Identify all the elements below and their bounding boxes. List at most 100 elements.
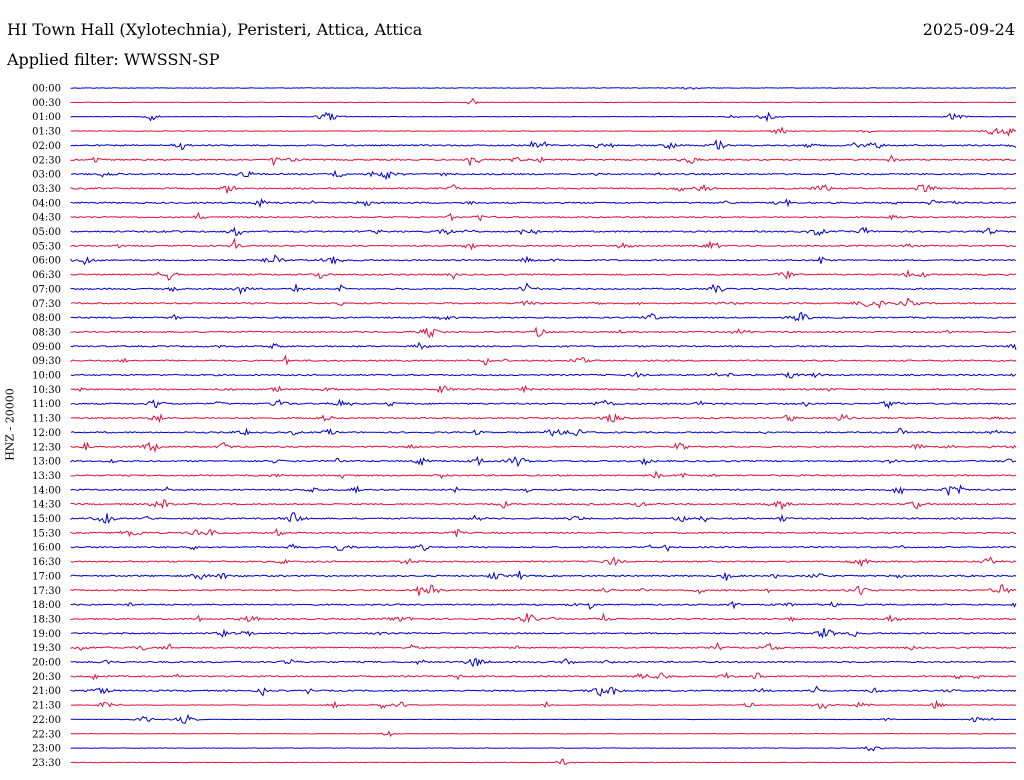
row-tick-label: 04:30 xyxy=(32,213,61,224)
seismic-trace xyxy=(70,685,1017,697)
row-tick-label: 13:00 xyxy=(32,457,61,468)
row-tick-label: 14:30 xyxy=(32,500,61,511)
row-tick-label: 15:00 xyxy=(32,514,61,525)
seismic-trace xyxy=(70,237,1017,251)
seismic-trace xyxy=(70,699,1017,710)
seismic-trace xyxy=(70,86,1016,90)
row-tick-label: 19:30 xyxy=(32,643,61,654)
row-tick-label: 09:30 xyxy=(32,356,61,367)
seismic-trace xyxy=(70,758,1016,765)
seismic-trace xyxy=(70,354,1017,366)
row-tick-label: 05:30 xyxy=(32,241,61,252)
seismic-trace xyxy=(70,183,1017,194)
seismic-trace xyxy=(70,441,1017,453)
row-tick-label: 14:00 xyxy=(32,485,61,496)
row-tick-label: 12:00 xyxy=(32,428,61,439)
row-tick-label: 12:30 xyxy=(32,442,61,453)
seismic-trace xyxy=(70,745,1017,752)
row-tick-label: 18:00 xyxy=(32,600,61,611)
seismic-trace xyxy=(70,556,1017,567)
seismic-trace xyxy=(70,269,1017,281)
seismic-trace xyxy=(70,641,1017,651)
row-tick-label: 00:30 xyxy=(32,98,61,109)
row-tick-label: 13:30 xyxy=(32,471,61,482)
row-tick-label: 04:00 xyxy=(32,198,61,209)
filter-label: Applied filter: WWSSN-SP xyxy=(7,50,220,69)
row-tick-label: 03:00 xyxy=(32,170,61,181)
row-tick-label: 20:00 xyxy=(32,658,61,669)
seismic-trace xyxy=(70,311,1017,322)
seismic-trace xyxy=(70,226,1017,237)
row-tick-label: 22:00 xyxy=(32,715,61,726)
row-tick-label: 16:00 xyxy=(32,543,61,554)
row-tick-label: 11:30 xyxy=(32,414,61,425)
row-tick-label: 16:30 xyxy=(32,557,61,568)
seismic-trace xyxy=(70,282,1017,296)
seismic-trace xyxy=(70,326,1017,339)
seismic-trace xyxy=(70,456,1017,468)
row-tick-label: 10:30 xyxy=(32,385,61,396)
seismic-trace xyxy=(70,570,1017,581)
record-date: 2025-09-24 xyxy=(922,20,1015,39)
seismic-trace xyxy=(70,412,1017,424)
seismic-trace xyxy=(70,713,1017,724)
station-title: HI Town Hall (Xylotechnia), Peristeri, A… xyxy=(7,20,423,39)
row-tick-label: 17:30 xyxy=(32,586,61,597)
seismic-trace xyxy=(70,341,1017,351)
row-tick-label: 03:30 xyxy=(32,184,61,195)
seismic-trace xyxy=(70,484,1017,496)
seismic-trace xyxy=(70,512,1017,524)
row-tick-label: 21:00 xyxy=(32,686,61,697)
seismic-trace xyxy=(70,543,1017,553)
row-tick-label: 18:30 xyxy=(32,614,61,625)
seismic-trace xyxy=(70,612,1017,623)
row-tick-label: 07:00 xyxy=(32,284,61,295)
seismic-trace xyxy=(70,111,1017,123)
seismic-trace xyxy=(70,126,1017,137)
seismic-trace xyxy=(70,730,1017,738)
row-tick-label: 17:00 xyxy=(32,571,61,582)
seismic-trace xyxy=(70,211,1017,222)
seismic-trace xyxy=(70,97,1017,105)
row-tick-label: 19:00 xyxy=(32,629,61,640)
seismic-trace xyxy=(70,470,1017,480)
row-tick-label: 09:00 xyxy=(32,342,61,353)
seismic-trace xyxy=(70,139,1017,151)
seismic-trace xyxy=(70,154,1017,167)
seismic-trace xyxy=(70,297,1017,309)
row-tick-label: 01:30 xyxy=(32,127,61,138)
row-tick-label: 11:00 xyxy=(32,399,61,410)
seismic-trace xyxy=(70,584,1017,596)
seismic-trace xyxy=(70,398,1017,410)
row-tick-label: 02:00 xyxy=(32,141,61,152)
row-tick-label: 20:30 xyxy=(32,672,61,683)
row-tick-label: 08:00 xyxy=(32,313,61,324)
seismic-trace xyxy=(70,427,1017,437)
seismic-trace xyxy=(70,628,1017,639)
seismic-trace xyxy=(70,600,1017,610)
seismic-trace xyxy=(70,657,1017,668)
row-tick-label: 23:30 xyxy=(32,758,61,769)
row-tick-label: 06:00 xyxy=(32,256,61,267)
row-tick-label: 21:30 xyxy=(32,701,61,712)
seismic-trace xyxy=(70,371,1017,379)
seismic-trace xyxy=(70,527,1017,538)
seismic-trace xyxy=(70,498,1017,511)
row-tick-label: 02:30 xyxy=(32,155,61,166)
seismic-trace xyxy=(70,197,1017,209)
row-tick-label: 00:00 xyxy=(32,84,61,95)
row-tick-label: 23:00 xyxy=(32,744,61,755)
seismic-trace xyxy=(70,253,1017,266)
row-tick-label: 10:00 xyxy=(32,371,61,382)
seismic-trace xyxy=(70,671,1017,681)
seismic-trace xyxy=(70,169,1017,181)
row-tick-label: 07:30 xyxy=(32,299,61,310)
row-tick-label: 06:30 xyxy=(32,270,61,281)
row-tick-label: 08:30 xyxy=(32,327,61,338)
row-tick-label: 05:00 xyxy=(32,227,61,238)
row-tick-label: 15:30 xyxy=(32,528,61,539)
row-tick-label: 01:00 xyxy=(32,112,61,123)
seismic-trace xyxy=(70,385,1017,394)
row-tick-label: 22:30 xyxy=(32,729,61,740)
